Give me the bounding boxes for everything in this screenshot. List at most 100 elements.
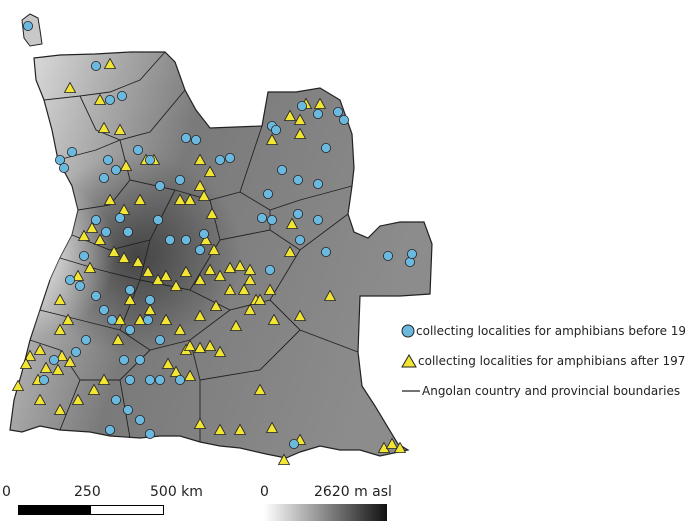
before-1975-marker bbox=[152, 214, 163, 225]
before-1975-marker bbox=[117, 91, 128, 102]
after-1975-marker bbox=[265, 133, 279, 145]
after-1975-marker bbox=[263, 283, 277, 295]
before-1975-marker bbox=[180, 234, 191, 245]
before-1975-marker bbox=[123, 226, 134, 237]
province-boundary bbox=[119, 125, 263, 201]
after-1975-marker bbox=[183, 339, 197, 351]
after-1975-marker bbox=[53, 403, 67, 415]
after-1975-marker bbox=[83, 261, 97, 273]
before-1975-marker bbox=[270, 125, 281, 136]
before-1975-marker bbox=[115, 212, 126, 223]
after-1975-marker bbox=[119, 159, 133, 171]
scalebar-labels: 0 250 500 km bbox=[0, 484, 240, 500]
after-1975-marker bbox=[133, 193, 147, 205]
cabinda-exclave bbox=[21, 13, 43, 47]
before-1975-marker bbox=[332, 107, 343, 118]
before-1975-marker bbox=[91, 290, 102, 301]
after-1975-marker bbox=[53, 293, 67, 305]
after-1975-marker bbox=[53, 323, 67, 335]
after-1975-marker bbox=[233, 423, 247, 435]
after-1975-marker bbox=[179, 265, 193, 277]
before-1975-marker bbox=[144, 294, 155, 305]
map-legend: collecting localities for amphibians bef… bbox=[400, 316, 685, 406]
after-1975-marker bbox=[323, 289, 337, 301]
before-1975-marker bbox=[123, 404, 134, 415]
before-1975-marker bbox=[107, 314, 118, 325]
after-1975-marker bbox=[293, 127, 307, 139]
after-1975-marker bbox=[213, 423, 227, 435]
after-1975-marker bbox=[103, 57, 117, 69]
before-1975-marker bbox=[134, 354, 145, 365]
after-1975-marker bbox=[205, 207, 219, 219]
after-1975-marker bbox=[313, 97, 327, 109]
before-1975-marker bbox=[67, 146, 78, 157]
before-1975-marker bbox=[144, 374, 155, 385]
before-1975-marker bbox=[312, 178, 323, 189]
after-1975-marker bbox=[39, 361, 53, 373]
after-1975-marker bbox=[169, 279, 183, 291]
province-boundary bbox=[199, 329, 301, 381]
after-1975-marker bbox=[93, 93, 107, 105]
before-1975-marker bbox=[174, 374, 185, 385]
before-1975-marker bbox=[292, 208, 303, 219]
before-1975-marker bbox=[105, 424, 116, 435]
after-1975-marker bbox=[193, 179, 207, 191]
after-1975-marker bbox=[143, 303, 157, 315]
boundary-line-icon bbox=[400, 381, 422, 401]
legend-item-boundary: Angolan country and provincial boundarie… bbox=[400, 376, 680, 406]
before-1975-marker bbox=[125, 324, 136, 335]
scalebar-segment-light bbox=[91, 506, 163, 514]
after-1975-marker bbox=[173, 323, 187, 335]
after-1975-marker bbox=[111, 333, 125, 345]
scalebar-segment-dark bbox=[19, 506, 91, 514]
after-1975-marker bbox=[23, 349, 37, 361]
triangle-marker-icon bbox=[400, 351, 418, 371]
before-1975-marker bbox=[99, 304, 110, 315]
after-1975-marker bbox=[71, 269, 85, 281]
before-1975-marker bbox=[125, 284, 136, 295]
after-1975-marker bbox=[207, 243, 221, 255]
after-1975-marker bbox=[199, 233, 213, 245]
before-1975-marker bbox=[144, 154, 155, 165]
after-1975-marker bbox=[203, 339, 217, 351]
legend-label-boundary: Angolan country and provincial boundarie… bbox=[422, 384, 681, 398]
after-1975-marker bbox=[159, 269, 173, 281]
before-1975-marker bbox=[174, 174, 185, 185]
after-1975-marker bbox=[223, 261, 237, 273]
before-1975-marker bbox=[22, 20, 33, 31]
before-1975-marker bbox=[59, 162, 70, 173]
after-1975-marker bbox=[209, 299, 223, 311]
before-1975-marker bbox=[119, 354, 130, 365]
before-1975-marker bbox=[338, 115, 349, 126]
coast-shading bbox=[10, 52, 432, 458]
before-1975-marker bbox=[71, 346, 82, 357]
after-1975-marker bbox=[11, 379, 25, 391]
after-1975-marker bbox=[237, 283, 251, 295]
scalebar-label-mid: 250 bbox=[74, 484, 101, 500]
before-1975-marker bbox=[144, 428, 155, 439]
before-1975-marker bbox=[105, 95, 116, 106]
after-1975-marker bbox=[87, 383, 101, 395]
circle-marker-icon bbox=[400, 321, 416, 341]
before-1975-marker bbox=[288, 438, 299, 449]
after-1975-marker bbox=[293, 113, 307, 125]
after-1975-marker bbox=[265, 421, 279, 433]
before-1975-marker bbox=[103, 154, 114, 165]
elevation-color-ramp bbox=[264, 504, 387, 521]
after-1975-marker bbox=[141, 265, 155, 277]
after-1975-marker bbox=[243, 263, 257, 275]
province-boundary bbox=[59, 239, 151, 281]
after-1975-marker bbox=[113, 123, 127, 135]
before-1975-marker bbox=[382, 250, 393, 261]
after-1975-marker bbox=[213, 345, 227, 357]
before-1975-marker bbox=[125, 374, 136, 385]
after-1975-marker bbox=[233, 259, 247, 271]
before-1975-marker bbox=[294, 234, 305, 245]
after-1975-marker bbox=[55, 349, 69, 361]
before-1975-marker bbox=[256, 212, 267, 223]
after-1975-marker bbox=[117, 251, 131, 263]
before-1975-marker bbox=[111, 164, 122, 175]
after-1975-marker bbox=[229, 319, 243, 331]
after-1975-marker bbox=[173, 193, 187, 205]
